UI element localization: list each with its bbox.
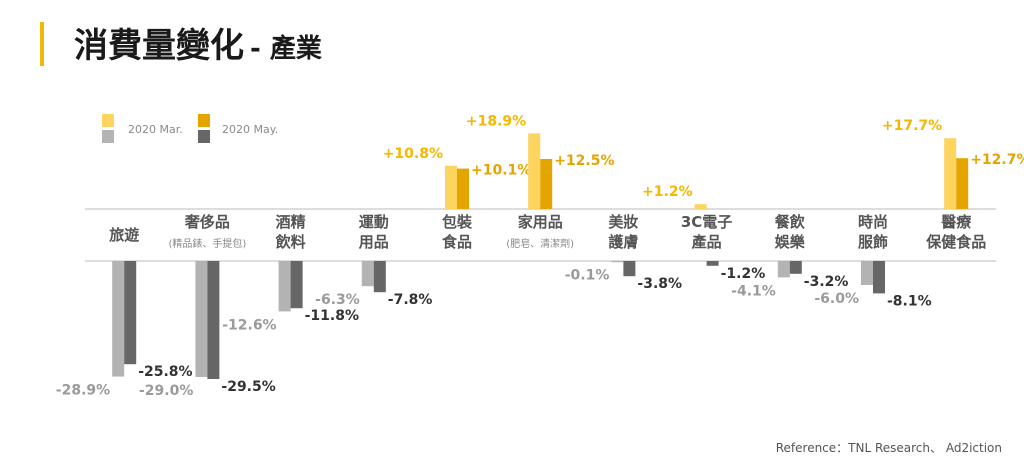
- data-label: -25.8%: [138, 364, 192, 380]
- reference-note: Reference：TNL Research、 Ad2iction: [775, 441, 1002, 455]
- legend-label-may: 2020 May.: [222, 123, 279, 136]
- data-label: -29.5%: [221, 379, 275, 395]
- category-label: 旅遊: [109, 226, 139, 244]
- data-label: -7.8%: [388, 292, 433, 308]
- data-label: -3.8%: [637, 276, 682, 292]
- bar-mar: [278, 261, 291, 312]
- category-label: 醫療: [941, 213, 972, 231]
- category-label: 酒精: [276, 213, 306, 231]
- title-text: 消費量變化: [74, 26, 244, 66]
- data-label: -0.1%: [565, 267, 610, 283]
- bar-may: [956, 158, 969, 209]
- category-label: 保健食品: [925, 233, 986, 251]
- data-label: -12.6%: [222, 317, 276, 333]
- data-label: -3.2%: [804, 274, 849, 290]
- data-label: -11.8%: [305, 308, 359, 324]
- bar-may: [540, 159, 553, 209]
- category-label: 娛樂: [774, 233, 806, 251]
- bar-mar: [944, 138, 957, 209]
- bar-mar: [445, 165, 457, 209]
- chart-legend: 2020 Mar. 2020 May.: [102, 114, 302, 148]
- legend-swatch-mar-negative: [102, 130, 114, 143]
- data-label: +17.7%: [882, 118, 942, 134]
- bar-mar: [361, 261, 374, 287]
- category-label: 餐飲: [775, 213, 806, 231]
- bar-may: [789, 261, 802, 274]
- data-label: -4.1%: [731, 283, 776, 299]
- category-label: 家用品: [518, 213, 563, 231]
- bar-may: [457, 168, 469, 209]
- category-note: (精品錶、手提包): [168, 237, 246, 250]
- data-label: -28.9%: [56, 383, 110, 399]
- bar-mar: [112, 261, 125, 377]
- bar-mar: [528, 133, 541, 209]
- subtitle-text: - 產業: [250, 34, 322, 64]
- data-label: +1.2%: [642, 184, 693, 200]
- bar-may: [207, 261, 220, 379]
- bar-may: [124, 261, 137, 365]
- data-label: -8.1%: [887, 293, 932, 309]
- legend-label-mar: 2020 Mar.: [128, 123, 183, 136]
- category-label: 3C電子: [681, 213, 732, 231]
- bar-mar: [694, 204, 707, 209]
- category-label: 用品: [359, 233, 389, 251]
- data-label: -6.0%: [814, 291, 859, 307]
- data-label: -1.2%: [721, 266, 766, 282]
- page-title: 消費量變化 - 產業: [74, 18, 322, 67]
- data-label: +10.8%: [383, 146, 443, 162]
- data-label: +18.9%: [466, 113, 526, 129]
- category-label: 護膚: [608, 233, 638, 251]
- category-label: 服飾: [858, 233, 888, 251]
- category-label: 美妝: [608, 213, 638, 231]
- category-label: 奢侈品: [184, 213, 230, 231]
- bar-may: [373, 261, 386, 293]
- bar-may: [623, 261, 636, 277]
- category-label: 時尚: [858, 213, 888, 231]
- bar-mar: [195, 261, 208, 377]
- bar-may: [706, 261, 719, 266]
- bar-mar: [611, 261, 624, 263]
- category-label: 飲料: [275, 233, 306, 251]
- category-label: 食品: [442, 233, 472, 251]
- category-label: 產品: [691, 233, 722, 251]
- category-note: (肥皂、清潔劑): [506, 237, 574, 250]
- data-label: +12.5%: [554, 153, 614, 169]
- bar-mar: [777, 261, 790, 278]
- data-label: +12.7%: [970, 152, 1024, 168]
- legend-swatch-may-negative: [198, 130, 210, 143]
- bar-mar: [861, 261, 873, 285]
- bar-may: [290, 261, 303, 309]
- legend-swatch-may-positive: [198, 114, 210, 127]
- category-label: 運動: [359, 213, 389, 231]
- data-label: -6.3%: [315, 292, 360, 308]
- data-label: +10.1%: [471, 163, 531, 179]
- bar-may: [873, 261, 885, 294]
- category-label: 包裝: [442, 213, 473, 231]
- title-accent-bar: [40, 22, 44, 66]
- legend-swatch-mar-positive: [102, 114, 114, 127]
- data-label: -29.0%: [139, 383, 193, 399]
